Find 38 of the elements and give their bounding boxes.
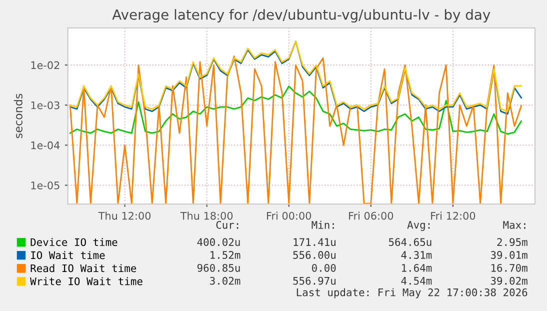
- text: Min:: [312, 220, 334, 229]
- text: 556.97u: [293, 276, 336, 285]
- line-series: [69, 55, 522, 204]
- text: 4.31m: [401, 251, 432, 259]
- text: 39.02m: [490, 276, 528, 285]
- legend-label: Device IO time: [30, 238, 118, 246]
- text: 1.64m: [402, 264, 432, 272]
- legend-label: Read IO Wait time: [30, 264, 136, 272]
- text: 4.54m: [401, 277, 432, 285]
- y-axis-title: seconds: [14, 94, 22, 138]
- text: 400.02u: [197, 238, 240, 246]
- text: 0.00: [312, 264, 336, 272]
- text: 2.95m: [497, 238, 528, 246]
- text: 564.65u: [388, 238, 432, 246]
- legend-label: IO Wait time: [31, 251, 105, 260]
- text: 960.85u: [197, 264, 240, 272]
- y-tick-label: 1e-04: [31, 141, 60, 150]
- text: 3.02m: [210, 276, 240, 285]
- text: 39.01m: [490, 251, 528, 259]
- x-tick-label: Thu 18:00: [180, 212, 233, 220]
- y-tick-label: 1e-05: [31, 181, 60, 190]
- text: Avg:: [407, 221, 430, 231]
- line-series: [69, 86, 522, 135]
- chart-title: Average latency for /dev/ubuntu-vg/ubuntu-lv - by day: [112, 9, 490, 23]
- text: 171.41u: [294, 238, 336, 246]
- x-tick-label: Fri 00:00: [267, 212, 312, 220]
- x-tick-label: Fri 06:00: [349, 212, 394, 220]
- y-tick-label: 1e-03: [31, 101, 60, 110]
- text: Cur:: [216, 220, 238, 229]
- legend-label: Write IO Wait time: [30, 277, 142, 286]
- text: Max:: [503, 221, 526, 229]
- x-tick-label: Thu 12:00: [98, 212, 151, 220]
- text: 16.70m: [491, 264, 528, 272]
- text: 556.00u: [293, 251, 336, 259]
- text: 1.52m: [210, 251, 240, 259]
- text: Last update: Fri May 22 17:00:38 2026: [296, 288, 528, 298]
- y-tick-label: 1e-02: [31, 61, 60, 70]
- x-tick-label: Fri 12:00: [431, 212, 476, 220]
